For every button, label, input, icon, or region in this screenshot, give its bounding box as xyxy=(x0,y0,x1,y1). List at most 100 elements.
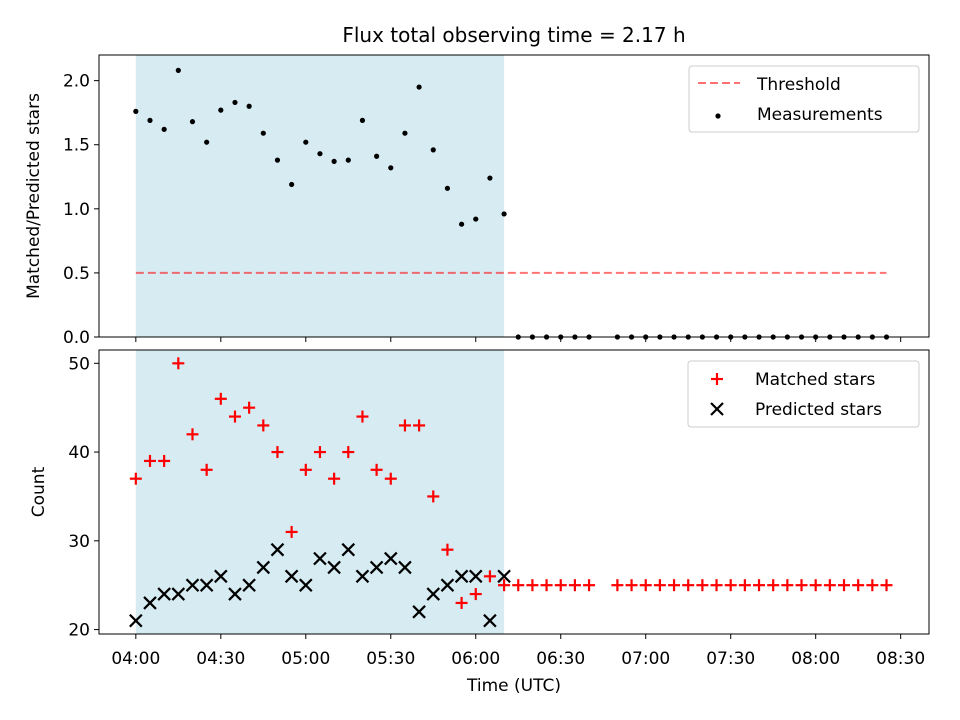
matched-star-point xyxy=(129,472,142,485)
legend-measurements-label: Measurements xyxy=(757,105,883,125)
matched-star-point xyxy=(583,579,596,592)
y-tick-label: 2.0 xyxy=(63,72,90,92)
x-tick-label: 04:30 xyxy=(196,649,245,669)
measurement-point xyxy=(331,158,337,164)
measurement-point xyxy=(218,107,224,113)
chart-title: Flux total observing time = 2.17 h xyxy=(342,23,685,47)
matched-star-point xyxy=(455,596,468,609)
predicted-star-point xyxy=(185,578,200,592)
y-tick-label: 20 xyxy=(68,621,90,641)
predicted-star-point xyxy=(369,560,384,575)
matched-star-point xyxy=(483,570,496,583)
measurement-point xyxy=(473,216,479,222)
matched-star-point xyxy=(257,419,270,432)
predicted-star-point xyxy=(228,587,242,601)
matched-star-point xyxy=(271,446,284,459)
matched-star-point xyxy=(285,525,298,538)
legend-matched-swatch xyxy=(711,373,723,385)
matched-star-point xyxy=(441,543,454,556)
predicted-star-point xyxy=(483,613,497,628)
bottom-y-axis: 20 30 40 50 xyxy=(68,354,99,641)
matched-star-point xyxy=(710,579,723,592)
predicted-star-point xyxy=(426,587,441,601)
matched-star-point xyxy=(214,392,227,405)
matched-star-point xyxy=(469,588,482,601)
x-tick-label: 04:00 xyxy=(111,649,160,669)
matched-star-point xyxy=(498,579,511,592)
top-x-ticks xyxy=(135,337,902,342)
measurement-point xyxy=(317,151,323,157)
measurement-point xyxy=(246,103,252,109)
matched-star-point xyxy=(398,419,411,432)
matched-star-point xyxy=(526,579,539,592)
measurement-point xyxy=(303,139,309,145)
legend-threshold-label: Threshold xyxy=(756,75,841,95)
bottom-legend-box xyxy=(687,360,920,428)
matched-star-point xyxy=(852,579,865,592)
matched-star-point xyxy=(809,579,822,592)
predicted-star-point xyxy=(454,569,469,584)
predicted-star-point xyxy=(143,596,157,610)
matched-star-point xyxy=(795,579,808,592)
predicted-star-point xyxy=(299,578,313,592)
matched-star-point xyxy=(568,579,581,592)
x-tick-label: 06:00 xyxy=(451,649,500,669)
measurement-point xyxy=(274,157,281,163)
predicted-star-point xyxy=(157,587,171,601)
top-panel: 0.00.51.01.52.0 Matched/Predicted stars … xyxy=(24,54,930,348)
matched-star-point xyxy=(823,579,836,592)
top-panel-frame xyxy=(98,54,930,338)
legend-measurements-swatch xyxy=(715,113,721,119)
matched-star-point xyxy=(328,472,341,485)
x-tick-label: 05:30 xyxy=(366,649,415,669)
bottom-panel-frame xyxy=(98,349,930,635)
matched-star-point xyxy=(313,446,326,459)
measurement-point xyxy=(147,117,153,123)
y-tick-label: 1.5 xyxy=(63,136,90,156)
predicted-star-point xyxy=(284,569,299,584)
measurement-point xyxy=(402,130,408,136)
measurement-point xyxy=(133,108,139,114)
measurement-point xyxy=(359,117,366,123)
measurement-point xyxy=(161,126,167,132)
matched-star-point xyxy=(540,579,553,592)
top-legend: Threshold Measurements xyxy=(688,65,920,133)
measurement-point xyxy=(501,211,507,217)
predicted-star-point xyxy=(440,578,455,592)
matched-star-point xyxy=(639,579,652,592)
x-tick-label: 08:30 xyxy=(876,649,925,669)
measurement-point xyxy=(260,130,266,136)
matched-star-point xyxy=(682,579,695,592)
bottom-panel-shading xyxy=(135,350,505,634)
y-tick-label: 1.0 xyxy=(63,200,90,220)
measurement-point xyxy=(345,157,351,163)
predicted-star-point xyxy=(468,569,483,584)
matched-star-point xyxy=(753,579,766,592)
y-tick-label: 0.5 xyxy=(63,264,90,284)
y-tick-label: 0.0 xyxy=(63,328,90,348)
star-count-points xyxy=(129,357,893,628)
matched-star-point xyxy=(172,357,185,370)
top-y-axis: 0.0 0.5 1.0 1.5 2.0 xyxy=(63,72,99,348)
x-tick-label: 07:00 xyxy=(621,649,670,669)
x-tick-label: 05:00 xyxy=(281,649,330,669)
measurement-point xyxy=(189,119,196,125)
top-panel-shading xyxy=(135,55,505,337)
predicted-star-point xyxy=(171,587,186,601)
matched-star-point xyxy=(512,579,525,592)
matched-star-point xyxy=(554,579,567,592)
matched-star-point xyxy=(356,410,369,423)
measurement-point xyxy=(374,153,380,159)
predicted-star-point xyxy=(313,551,327,566)
x-tick-label: 08:00 xyxy=(791,649,840,669)
predicted-star-point xyxy=(497,569,511,584)
matched-star-point xyxy=(186,428,199,441)
bottom-y-axis-label: Count xyxy=(29,466,49,517)
matched-star-point xyxy=(625,579,638,592)
measurement-point xyxy=(388,165,394,171)
predicted-star-point xyxy=(355,569,370,584)
predicted-star-point xyxy=(242,578,256,592)
predicted-star-point xyxy=(341,542,356,557)
matched-star-point xyxy=(299,463,312,476)
